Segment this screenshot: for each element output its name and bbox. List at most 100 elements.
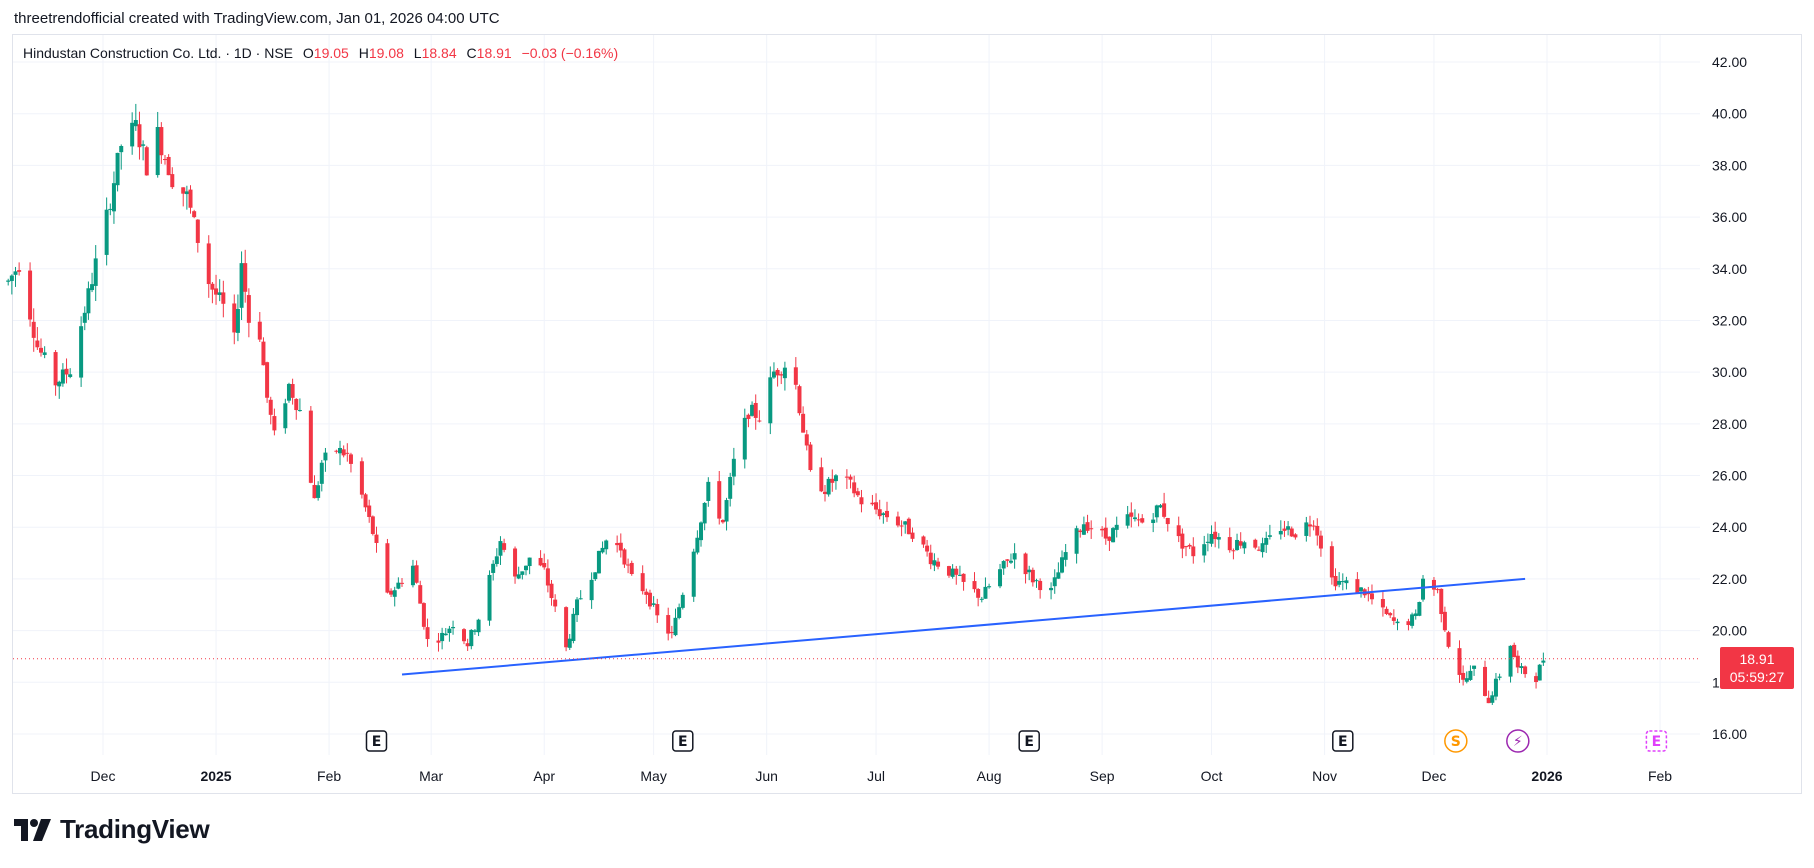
candle-up xyxy=(983,586,988,599)
candle-up xyxy=(68,374,73,377)
candle-up xyxy=(826,478,831,495)
candle-down xyxy=(206,243,211,285)
earnings-marker-icon[interactable]: E xyxy=(672,730,694,752)
marker-letter: ⚡ xyxy=(1513,734,1523,750)
candle-down xyxy=(626,564,631,566)
candle-down xyxy=(1391,617,1396,621)
change-value: −0.03 (−0.16%) xyxy=(521,45,619,61)
candle-down xyxy=(1038,580,1043,591)
candle-down xyxy=(1515,655,1520,668)
candle-down xyxy=(1184,546,1188,548)
earnings-marker-icon[interactable]: E xyxy=(1018,730,1040,752)
candle-down xyxy=(137,124,142,148)
candle-up xyxy=(82,312,87,323)
marker-frame xyxy=(672,730,694,752)
candle-up xyxy=(323,452,328,461)
candle-up xyxy=(410,565,415,586)
dividend-marker-icon[interactable]: ⚡ xyxy=(1506,729,1530,753)
candle-up xyxy=(141,144,146,146)
candle-up xyxy=(1209,533,1214,544)
candle-down xyxy=(28,270,33,320)
candle-up xyxy=(1264,537,1269,545)
earnings-upcoming-marker-icon[interactable]: E xyxy=(1645,730,1668,752)
candle-up xyxy=(472,630,477,632)
candle-down xyxy=(775,369,780,376)
close-label: C xyxy=(466,45,477,61)
candle-up xyxy=(516,574,521,579)
candle-down xyxy=(779,374,784,376)
candle-down xyxy=(830,478,835,483)
candle-down xyxy=(1483,666,1488,696)
candle-up xyxy=(1052,577,1057,587)
price-tick-label: 42.00 xyxy=(1712,54,1747,70)
candle-down xyxy=(1100,528,1105,531)
candle-down xyxy=(844,476,849,478)
candle-down xyxy=(538,557,543,566)
candle-up xyxy=(319,462,324,484)
candle-up xyxy=(494,556,499,564)
candle-up xyxy=(706,481,711,501)
candle-up xyxy=(392,590,397,597)
candle-up xyxy=(130,122,135,147)
candle-down xyxy=(1030,569,1035,583)
time-tick-label: Sep xyxy=(1090,768,1115,784)
candle-down xyxy=(1253,539,1258,548)
brand-logo[interactable]: TradingView xyxy=(14,814,210,845)
candle-down xyxy=(359,461,364,495)
candle-down xyxy=(265,362,270,398)
time-tick-label: Apr xyxy=(533,768,555,784)
candle-down xyxy=(928,552,933,565)
candle-down xyxy=(549,583,554,599)
candle-down xyxy=(874,502,879,510)
candle-up xyxy=(115,152,120,186)
candle-down xyxy=(553,599,558,607)
candle-up xyxy=(1001,561,1006,569)
candle-down xyxy=(855,491,860,496)
chart-attribution: threetrendofficial created with TradingV… xyxy=(14,10,500,27)
chart-pane[interactable] xyxy=(12,34,1802,794)
candle-up xyxy=(1060,557,1065,573)
marker-letter: E xyxy=(1338,734,1348,750)
candle-up xyxy=(691,551,696,597)
earnings-marker-icon[interactable]: E xyxy=(1332,730,1354,752)
candle-up xyxy=(1337,580,1342,585)
candle-up xyxy=(520,571,525,575)
symbol-title[interactable]: Hindustan Construction Co. Ltd. · 1D · N… xyxy=(23,45,294,61)
candle-up xyxy=(881,513,886,516)
low-value: 18.84 xyxy=(421,45,457,61)
candle-down xyxy=(261,341,266,366)
earnings-marker-icon[interactable]: E xyxy=(365,730,388,752)
candle-up xyxy=(1340,581,1345,583)
candle-up xyxy=(1497,676,1502,678)
candle-up xyxy=(600,547,605,553)
candle-down xyxy=(1329,546,1334,578)
candle-down xyxy=(1023,553,1028,575)
candle-up xyxy=(728,476,733,499)
candle-up xyxy=(571,613,576,641)
candle-up xyxy=(903,521,908,525)
candle-down xyxy=(545,568,550,586)
price-tick-label: 16.00 xyxy=(1712,726,1747,742)
time-tick-label: Dec xyxy=(1422,768,1447,784)
candle-up xyxy=(1202,544,1207,556)
candle-up xyxy=(90,284,95,291)
candle-up xyxy=(782,367,787,379)
candle-down xyxy=(797,386,802,414)
candle-down xyxy=(39,347,44,353)
candle-down xyxy=(757,420,762,422)
split-marker-icon[interactable]: S xyxy=(1444,729,1468,753)
candle-down xyxy=(294,398,299,411)
candle-up xyxy=(1158,505,1163,508)
candle-down xyxy=(272,416,277,431)
candle-up xyxy=(1216,537,1221,540)
candle-down xyxy=(1282,528,1287,531)
candle-down xyxy=(793,367,798,385)
candle-down xyxy=(819,467,824,492)
candle-up xyxy=(1027,569,1032,573)
candle-up xyxy=(1541,660,1546,663)
price-tick-label: 30.00 xyxy=(1712,364,1747,380)
price-tick-label: 38.00 xyxy=(1712,157,1747,173)
candle-up xyxy=(1410,614,1415,626)
candle-down xyxy=(1380,598,1385,608)
